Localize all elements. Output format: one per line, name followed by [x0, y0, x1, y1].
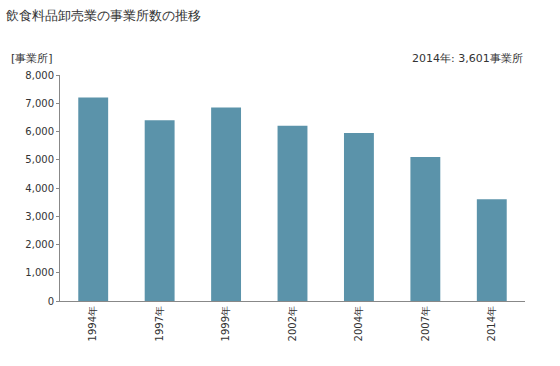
svg-text:2004年: 2004年: [353, 306, 364, 341]
svg-text:2007年: 2007年: [420, 306, 431, 341]
svg-text:8,000: 8,000: [25, 70, 54, 81]
svg-text:1994年: 1994年: [87, 306, 98, 341]
svg-text:2014年: 2014年: [486, 306, 497, 341]
svg-text:4,000: 4,000: [25, 183, 54, 194]
svg-text:2014年: 3,601事業所: 2014年: 3,601事業所: [412, 52, 523, 65]
svg-text:7,000: 7,000: [25, 98, 54, 109]
svg-text:2002年: 2002年: [287, 306, 298, 341]
svg-text:[事業所]: [事業所]: [11, 52, 53, 65]
svg-text:0: 0: [48, 296, 54, 307]
svg-text:1997年: 1997年: [154, 306, 165, 341]
svg-text:1,000: 1,000: [25, 267, 54, 278]
svg-text:飲食料品卸売業の事業所数の推移: 飲食料品卸売業の事業所数の推移: [6, 8, 201, 23]
svg-text:1999年: 1999年: [220, 306, 231, 341]
svg-text:3,000: 3,000: [25, 211, 54, 222]
svg-text:6,000: 6,000: [25, 126, 54, 137]
svg-text:2,000: 2,000: [25, 239, 54, 250]
svg-text:5,000: 5,000: [25, 154, 54, 165]
